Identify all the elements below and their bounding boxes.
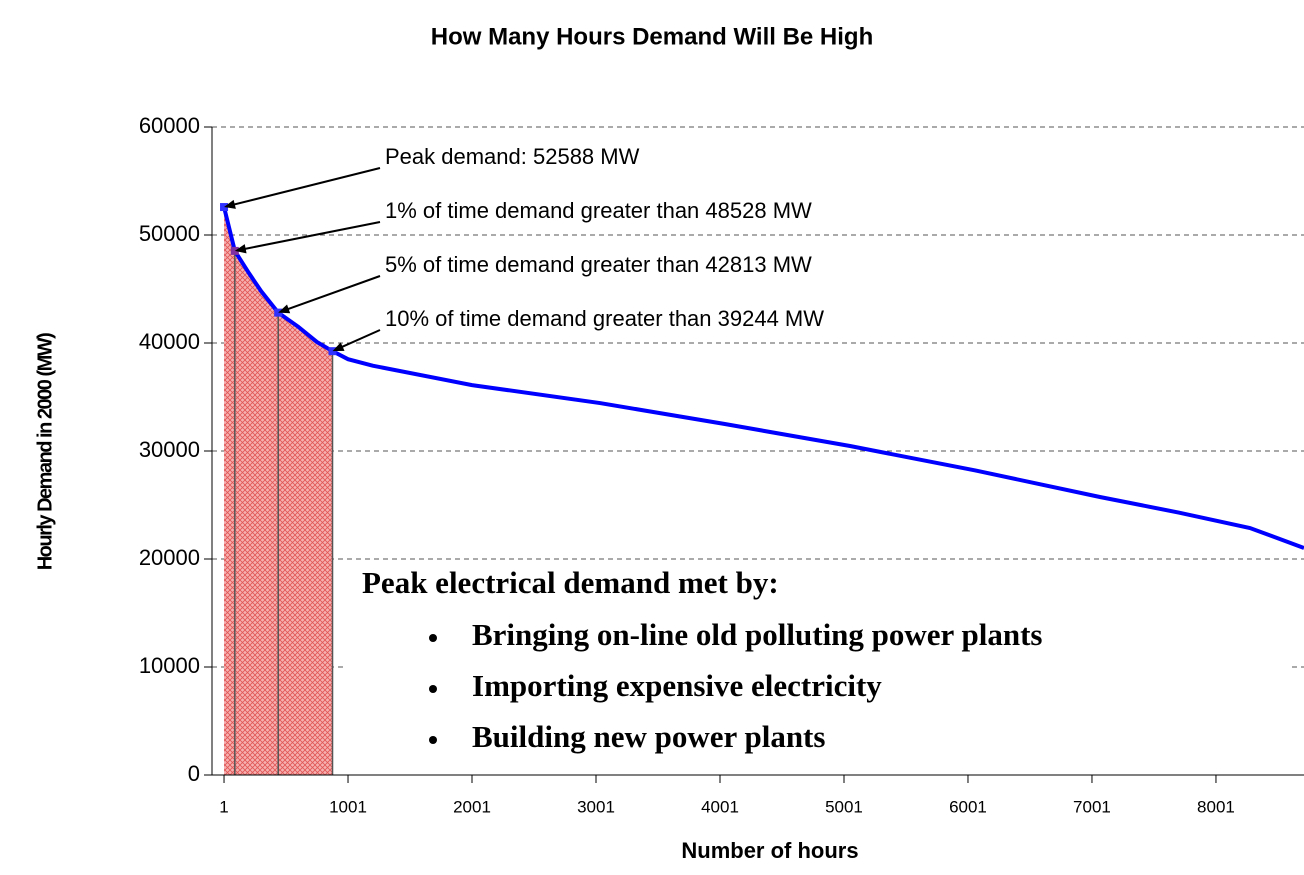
arrow-head bbox=[278, 304, 291, 314]
bullet bbox=[429, 685, 437, 693]
arrow-head bbox=[224, 199, 236, 209]
arrow-head bbox=[332, 342, 345, 352]
bullet bbox=[429, 634, 437, 642]
annotation-text: Peak demand: 52588 MW bbox=[385, 144, 640, 169]
x-tick-label: 2001 bbox=[453, 797, 491, 816]
annotation-arrow bbox=[240, 221, 381, 251]
y-tick-label: 10000 bbox=[139, 653, 200, 678]
y-tick-label: 20000 bbox=[139, 545, 200, 570]
annotation-arrow bbox=[229, 167, 381, 207]
bullet bbox=[429, 736, 437, 744]
annotation-arrow bbox=[283, 275, 381, 312]
annotation-text: 10% of time demand greater than 39244 MW bbox=[385, 306, 824, 331]
x-tick-label: 1 bbox=[219, 797, 228, 816]
annotation-arrow bbox=[337, 329, 381, 350]
x-tick-label: 5001 bbox=[825, 797, 863, 816]
x-tick-label: 3001 bbox=[577, 797, 615, 816]
annotation-text: 1% of time demand greater than 48528 MW bbox=[385, 198, 812, 223]
x-tick-label: 4001 bbox=[701, 797, 739, 816]
y-tick-label: 0 bbox=[188, 761, 200, 786]
line bbox=[222, 206, 1304, 550]
chart-title: How Many Hours Demand Will Be High bbox=[431, 23, 874, 50]
note-bullet: Building new power plants bbox=[472, 719, 825, 754]
arrow-head bbox=[234, 244, 247, 254]
y-tick-label: 40000 bbox=[139, 329, 200, 354]
x-tick-label: 7001 bbox=[1073, 797, 1111, 816]
x-tick-label: 6001 bbox=[949, 797, 987, 816]
y-axis-label: Hourly Demand in 2000 (MW) bbox=[34, 333, 56, 570]
y-tick-label: 60000 bbox=[139, 113, 200, 138]
y-tick-label: 30000 bbox=[139, 437, 200, 462]
note-heading: Peak electrical demand met by: bbox=[362, 565, 779, 600]
x-tick-label: 1001 bbox=[329, 797, 367, 816]
x-axis-label: Number of hours bbox=[681, 838, 858, 863]
note-box bbox=[345, 560, 1290, 770]
annotation-text: 5% of time demand greater than 42813 MW bbox=[385, 252, 812, 277]
note-bullet: Bringing on-line old polluting power pla… bbox=[472, 617, 1043, 652]
y-tick-label: 50000 bbox=[139, 221, 200, 246]
note-bullet: Importing expensive electricity bbox=[472, 668, 882, 703]
x-tick-label: 8001 bbox=[1197, 797, 1235, 816]
